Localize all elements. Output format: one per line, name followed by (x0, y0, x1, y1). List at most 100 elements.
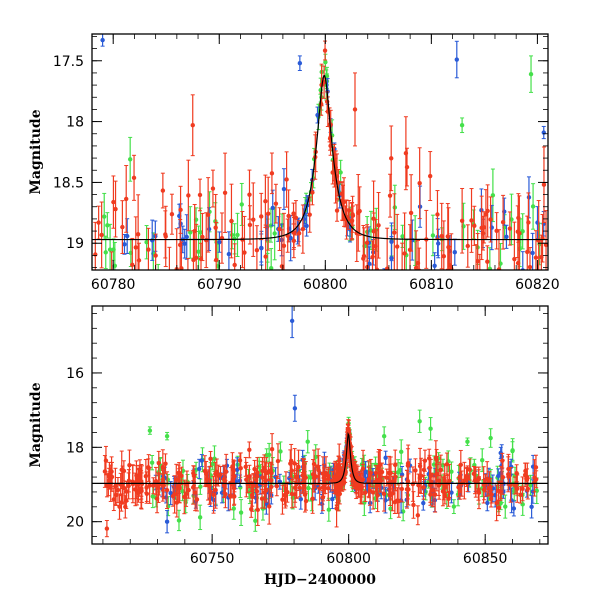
data-point-green (451, 499, 457, 515)
data-point-red (399, 475, 405, 503)
data-point-green (305, 430, 310, 454)
y-tick-label: 17.5 (53, 54, 84, 70)
data-point-red (525, 478, 531, 500)
data-point-red (440, 476, 446, 507)
data-point-blue (529, 495, 534, 519)
data-point-red (384, 227, 390, 270)
data-point-green (253, 509, 258, 532)
data-point-red (456, 477, 461, 498)
data-point-red (292, 472, 298, 503)
top-panel: 60780 60790 60800 60810 60820 17.5 18 18.5 19 Ma… (28, 33, 560, 355)
data-point-red (392, 193, 397, 270)
bottom-panel: 60750 60800 60850 16 18 20 Magnitude HJD−2400… (28, 305, 549, 588)
data-point-green (197, 504, 203, 531)
data-point-red (210, 169, 216, 208)
data-point-blue (199, 454, 204, 468)
data-point-red (525, 215, 530, 270)
data-point-red (117, 493, 122, 520)
x-tick-label: 60850 (463, 551, 508, 567)
data-point-red (337, 483, 342, 505)
data-point-green (239, 182, 244, 226)
data-point-green (103, 235, 108, 270)
data-point-blue (452, 238, 457, 266)
data-point-blue (292, 394, 298, 422)
data-point-red (341, 177, 347, 227)
data-point-red (446, 490, 451, 507)
data-point-green (102, 192, 107, 241)
data-point-red (522, 462, 528, 488)
data-point-red (310, 179, 315, 206)
data-point-red (512, 221, 517, 270)
data-point-blue (237, 474, 243, 487)
data-point-red (136, 242, 142, 270)
bottom-x-axis-title: HJD−2400000 (264, 572, 376, 588)
data-point-red (115, 477, 121, 504)
data-point-blue (164, 510, 170, 534)
data-point-red (289, 461, 295, 480)
data-point-green (399, 439, 404, 465)
data-point-red (263, 174, 268, 228)
data-point-green (178, 275, 182, 317)
data-point-blue (485, 494, 490, 512)
data-point-red (489, 275, 493, 355)
data-point-red (253, 470, 259, 491)
data-point-red (169, 193, 175, 235)
data-point-red (293, 200, 299, 236)
y-tick-label: 19 (66, 236, 84, 252)
data-point-red (371, 180, 376, 257)
data-point-red (500, 459, 506, 495)
data-point-red (153, 466, 159, 496)
data-point-red (413, 458, 418, 483)
y-tick-label: 18 (66, 115, 84, 131)
x-tick-label: 60790 (197, 277, 242, 293)
data-point-red (411, 491, 416, 519)
data-point-red (284, 151, 289, 208)
data-point-red (316, 455, 321, 486)
data-point-red (311, 463, 317, 493)
data-point-red (263, 478, 269, 503)
data-point-red (123, 495, 128, 519)
data-point-blue (511, 500, 517, 517)
data-point-red (467, 458, 472, 481)
data-point-red (426, 448, 432, 468)
data-point-red (444, 452, 450, 477)
bottom-axis-ticks: 60750 60800 60850 16 18 20 (66, 306, 548, 567)
top-model-curve (92, 74, 548, 241)
data-point-green (490, 168, 496, 223)
data-point-red (177, 219, 183, 270)
data-point-red (317, 471, 322, 506)
data-point-red (320, 456, 326, 492)
data-point-red (368, 458, 374, 488)
data-point-green (121, 302, 125, 325)
data-point-green (465, 437, 470, 446)
data-point-red (488, 196, 493, 243)
data-point-red (263, 224, 268, 270)
data-point-blue (270, 189, 275, 227)
data-point-blue (389, 222, 394, 262)
data-point-red (404, 470, 410, 509)
data-point-green (459, 117, 465, 134)
data-point-green (268, 248, 274, 270)
x-tick-label: 60810 (409, 277, 454, 293)
data-point-red (269, 467, 274, 494)
data-point-red (120, 200, 125, 254)
data-point-red (163, 453, 168, 474)
data-point-red (267, 488, 272, 525)
data-point-red (204, 471, 210, 488)
data-point-red (221, 464, 227, 494)
data-point-red (172, 475, 177, 514)
y-tick-label: 18 (66, 440, 84, 456)
data-point-green (238, 499, 244, 526)
data-point-blue (281, 168, 287, 210)
bottom-y-axis-title: Magnitude (28, 382, 44, 467)
data-point-green (430, 214, 436, 257)
data-point-red (462, 461, 467, 500)
data-point-red (303, 461, 308, 495)
data-point-red (332, 467, 337, 494)
data-point-red (254, 225, 260, 270)
data-point-red (289, 479, 295, 509)
data-point-red (345, 208, 351, 230)
data-point-red (458, 449, 464, 480)
data-point-green (530, 183, 536, 230)
data-point-green (306, 474, 311, 502)
